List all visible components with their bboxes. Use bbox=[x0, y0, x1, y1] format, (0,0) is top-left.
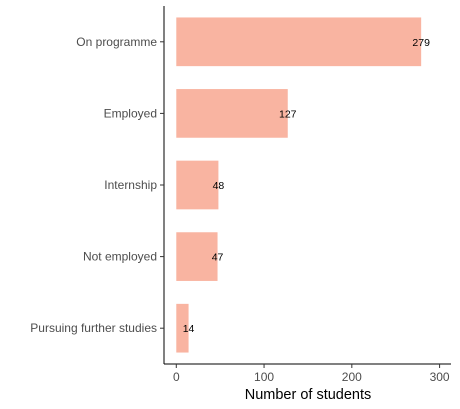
y-tick-label-employed: Employed bbox=[104, 106, 157, 120]
bar-employed bbox=[176, 89, 288, 138]
x-axis-title: Number of students bbox=[245, 387, 372, 403]
data-label-internship: 48 bbox=[213, 180, 225, 192]
y-tick-label-on-programme: On programme bbox=[76, 35, 157, 49]
bar-pursuing-further-studies bbox=[176, 303, 189, 353]
y-tick-label-internship: Internship bbox=[104, 178, 157, 192]
y-tick-label-pursuing-further-studies: Pursuing further studies bbox=[30, 321, 157, 335]
data-label-on-programme: 279 bbox=[412, 37, 430, 49]
bar-internship bbox=[176, 160, 219, 210]
x-tick-label-0: 0 bbox=[173, 370, 180, 384]
data-label-pursuing-further-studies: 14 bbox=[183, 323, 195, 335]
x-tick-label-200: 200 bbox=[342, 370, 362, 384]
y-tick-label-not-employed: Not employed bbox=[83, 250, 157, 264]
x-tick-label-300: 300 bbox=[430, 370, 450, 384]
x-axis-ticks: 0 100 200 300 bbox=[173, 364, 450, 384]
data-label-not-employed: 47 bbox=[212, 252, 224, 264]
data-label-employed: 127 bbox=[279, 108, 297, 120]
bar-on-programme bbox=[176, 17, 422, 67]
bar-not-employed bbox=[176, 232, 218, 281]
y-axis-ticks: On programme Employed Internship Not employ… bbox=[30, 35, 164, 335]
x-tick-label-100: 100 bbox=[254, 370, 274, 384]
data-labels: 279 127 48 47 14 bbox=[183, 37, 430, 335]
bars bbox=[176, 17, 422, 353]
